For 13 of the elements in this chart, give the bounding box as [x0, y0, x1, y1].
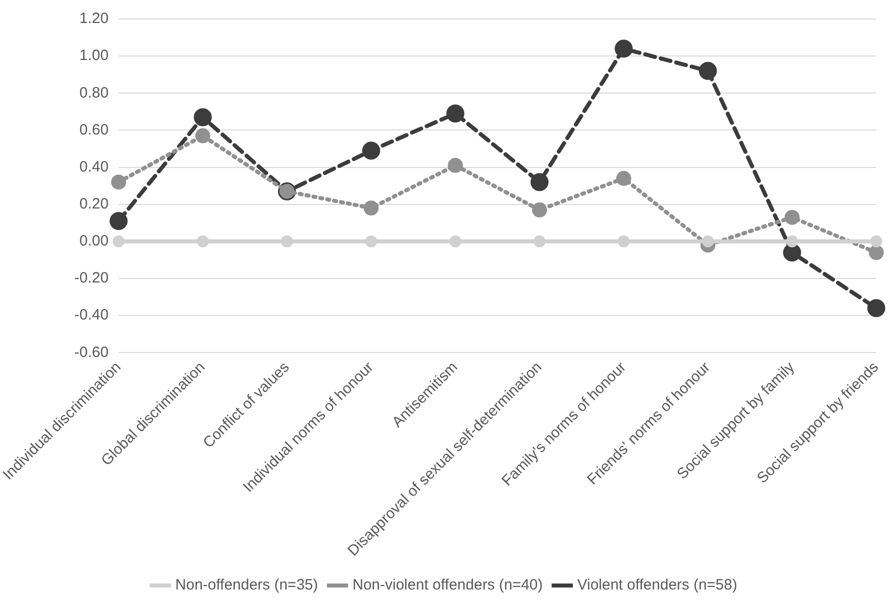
- y-tick-label: 1.00: [79, 47, 109, 64]
- legend-label: Violent offenders (n=58): [577, 576, 738, 594]
- legend-label: Non-violent offenders (n=40): [352, 576, 543, 594]
- y-tick-label: 0.60: [79, 121, 109, 138]
- y-tick-label: 0.00: [79, 232, 109, 250]
- y-tick-label: -0.20: [74, 270, 109, 287]
- y-tick-label: 1.20: [79, 10, 109, 28]
- legend-label: Non-offenders (n=35): [175, 576, 318, 594]
- y-tick-label: 0.80: [79, 84, 109, 102]
- y-tick-label: -0.60: [74, 344, 109, 361]
- y-tick-label: -0.40: [74, 306, 109, 324]
- y-tick-label: 0.20: [79, 195, 109, 212]
- y-tick-label: 0.40: [79, 158, 109, 176]
